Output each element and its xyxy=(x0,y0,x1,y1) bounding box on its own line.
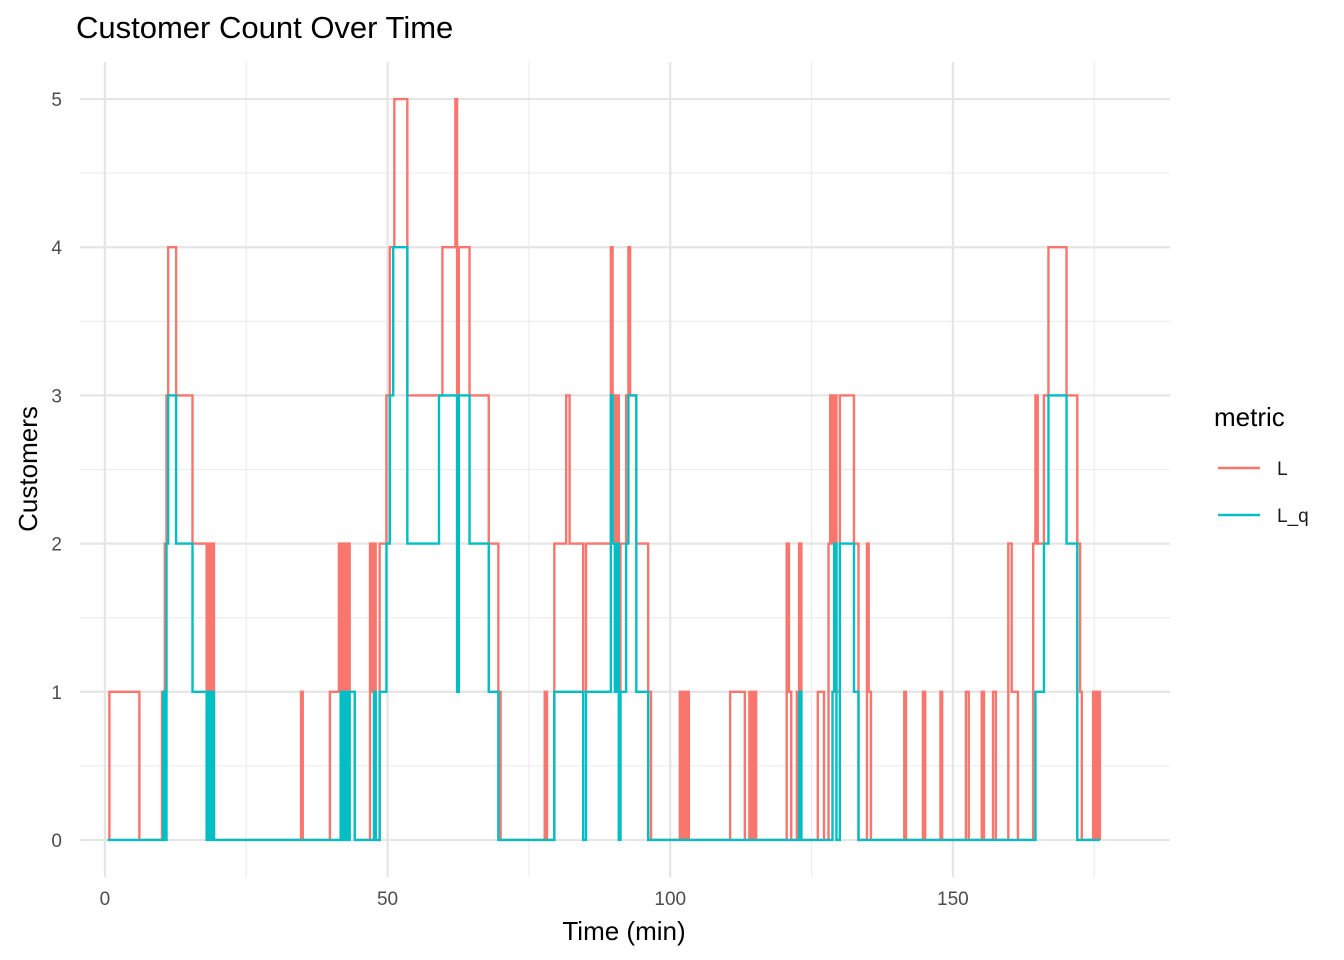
x-axis-ticks: 0 50 100 150 xyxy=(100,889,969,910)
legend-title: metric xyxy=(1214,402,1285,432)
y-tick-label: 1 xyxy=(51,683,62,704)
legend: metric L L_q xyxy=(1214,402,1309,527)
x-tick-label: 0 xyxy=(100,889,111,910)
y-tick-label: 4 xyxy=(51,238,62,259)
x-tick-label: 100 xyxy=(654,889,686,910)
chart-title: Customer Count Over Time xyxy=(76,10,453,45)
legend-label-l: L xyxy=(1277,459,1288,480)
y-axis-title: Customers xyxy=(13,406,43,532)
x-tick-label: 50 xyxy=(377,889,398,910)
y-tick-label: 5 xyxy=(51,90,62,111)
x-tick-label: 150 xyxy=(937,889,969,910)
series-line-lq xyxy=(107,246,1100,842)
series-lines xyxy=(107,97,1102,842)
y-axis-ticks: 0 1 2 3 4 5 xyxy=(51,90,62,852)
x-axis-title: Time (min) xyxy=(562,916,685,946)
y-tick-label: 3 xyxy=(51,386,62,407)
legend-label-lq: L_q xyxy=(1277,506,1309,527)
y-tick-label: 2 xyxy=(51,535,62,556)
y-tick-label: 0 xyxy=(51,831,62,852)
